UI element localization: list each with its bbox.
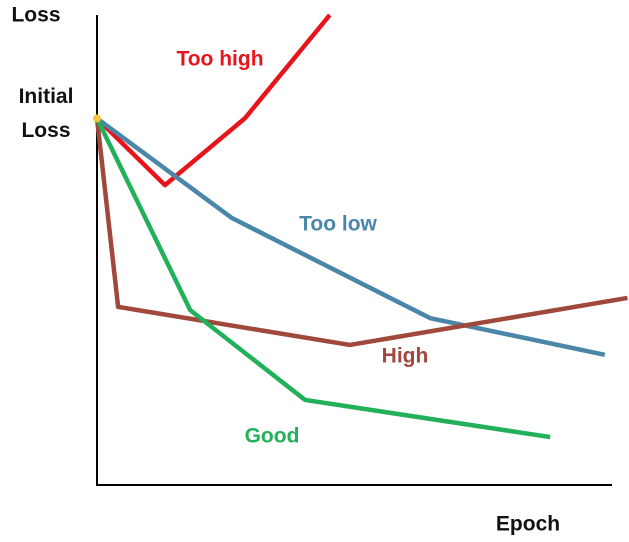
initial-loss-label: Initial Loss [18,85,74,142]
y-axis-label: Loss [11,4,60,27]
series-line [94,117,551,440]
series-line [94,118,628,348]
series-label: Good [245,425,300,448]
series-label: Too low [299,213,377,236]
series-label: Too high [176,48,263,71]
series-line [95,13,332,188]
series-line [95,116,606,358]
series-label: High [382,345,429,368]
initial-point [93,114,101,123]
x-axis-label: Epoch [496,513,560,536]
